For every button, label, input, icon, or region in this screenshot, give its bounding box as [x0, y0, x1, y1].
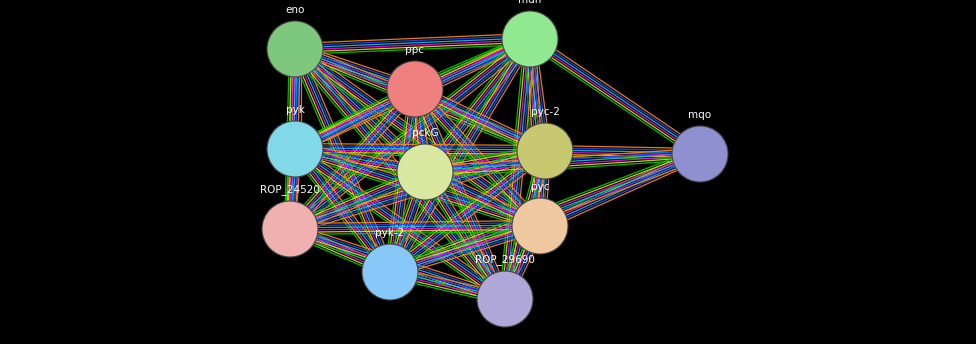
Text: pckG: pckG — [412, 128, 438, 138]
Text: pyc-2: pyc-2 — [531, 107, 559, 117]
Text: pyc: pyc — [531, 182, 549, 192]
Circle shape — [262, 201, 318, 257]
Text: ROP_29690: ROP_29690 — [475, 254, 535, 265]
Circle shape — [502, 11, 558, 67]
Circle shape — [477, 271, 533, 327]
Text: mqo: mqo — [688, 110, 712, 120]
Circle shape — [397, 144, 453, 200]
Text: eno: eno — [285, 5, 305, 15]
Circle shape — [267, 21, 323, 77]
Text: pyk-2: pyk-2 — [376, 228, 405, 238]
Text: ppc: ppc — [405, 45, 425, 55]
Text: mdh: mdh — [518, 0, 542, 5]
Circle shape — [362, 244, 418, 300]
Circle shape — [387, 61, 443, 117]
Circle shape — [672, 126, 728, 182]
Text: pyk: pyk — [286, 105, 305, 115]
Circle shape — [517, 123, 573, 179]
Text: ROP_24520: ROP_24520 — [260, 184, 320, 195]
Circle shape — [512, 198, 568, 254]
Circle shape — [267, 121, 323, 177]
